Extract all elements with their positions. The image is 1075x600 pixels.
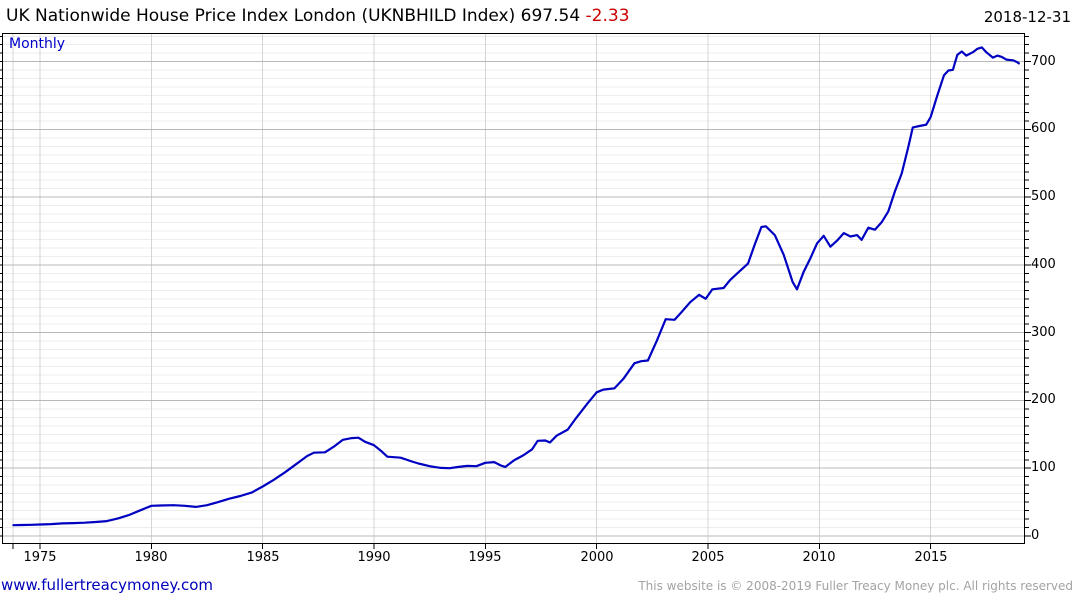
y-axis-label: 200 [1031, 392, 1056, 407]
y-axis-label: 700 [1031, 54, 1056, 69]
y-axis-label: 300 [1031, 325, 1056, 340]
site-link[interactable]: www.fullertreacymoney.com [1, 576, 214, 594]
chart-title: UK Nationwide House Price Index London (… [6, 6, 630, 26]
y-axis-label: 600 [1031, 121, 1056, 136]
y-axis-label: 100 [1031, 460, 1056, 475]
change-value: -2.33 [585, 6, 630, 26]
x-axis-label: 1985 [246, 550, 280, 565]
frequency-label: Monthly [9, 36, 66, 52]
instrument-title: UK Nationwide House Price Index London (… [6, 6, 516, 26]
copyright-text: This website is © 2008-2019 Fuller Treac… [638, 579, 1073, 593]
price-line-chart [0, 33, 1031, 549]
x-axis-label: 1995 [468, 550, 502, 565]
x-axis-label: 2000 [580, 550, 614, 565]
y-axis-label: 400 [1031, 257, 1056, 272]
x-axis-label: 2005 [691, 550, 725, 565]
chart-plot-area[interactable] [0, 33, 1031, 549]
x-axis-label: 2010 [802, 550, 836, 565]
x-axis-label: 2015 [914, 550, 948, 565]
x-axis-label: 1980 [134, 550, 168, 565]
y-axis-label: 500 [1031, 189, 1056, 204]
y-axis-label: 0 [1031, 528, 1040, 543]
last-value: 697.54 [520, 6, 581, 26]
x-axis-label: 1990 [357, 550, 391, 565]
x-axis-label: 1975 [23, 550, 57, 565]
as-of-date: 2018-12-31 [983, 8, 1071, 26]
